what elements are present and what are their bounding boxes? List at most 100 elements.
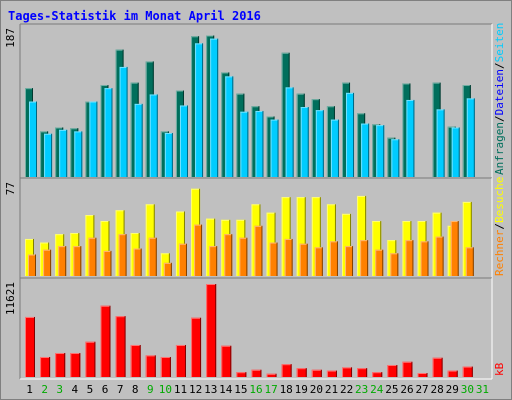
x-tick-day-3: 3 bbox=[56, 383, 63, 396]
bar-besuche-day-23 bbox=[357, 195, 367, 276]
legend-item-seiten: Seiten bbox=[493, 23, 506, 63]
bar-kb-day-19 bbox=[296, 368, 307, 377]
bar-kb-day-22 bbox=[342, 367, 353, 377]
bar-seiten-day-25 bbox=[391, 139, 400, 177]
bar-seiten-day-3 bbox=[59, 129, 68, 177]
bar-seiten-day-9 bbox=[149, 94, 158, 177]
top-panel bbox=[19, 23, 493, 180]
bar-kb-day-13 bbox=[206, 284, 217, 377]
x-tick-day-17: 17 bbox=[264, 383, 277, 396]
x-tick-day-5: 5 bbox=[87, 383, 94, 396]
bar-kb-day-6 bbox=[100, 305, 111, 377]
bottom-ymax-label: 11621 bbox=[4, 282, 17, 315]
x-tick-day-14: 14 bbox=[219, 383, 233, 396]
bar-rechner-day-9 bbox=[148, 237, 157, 276]
bar-rechner-day-15 bbox=[239, 237, 248, 276]
bar-rechner-day-18 bbox=[284, 238, 293, 276]
bar-rechner-day-8 bbox=[133, 248, 142, 276]
bar-seiten-day-7 bbox=[119, 66, 128, 177]
legend-separator: / bbox=[493, 223, 506, 230]
bar-rechner-day-6 bbox=[103, 250, 112, 276]
x-axis-day-labels: 1 2 3 4 5 6 7 8 9 10 11 12 13 14 15 16 17 18 19 20 21 22 23 24 2… bbox=[26, 383, 489, 396]
bar-besuche-day-30 bbox=[462, 201, 472, 276]
bar-kb-day-1 bbox=[25, 316, 35, 377]
x-tick-day-11: 11 bbox=[174, 383, 187, 396]
bar-kb-day-20 bbox=[311, 369, 322, 377]
bar-seiten-day-23 bbox=[361, 123, 370, 177]
bar-rechner-day-14 bbox=[224, 234, 233, 276]
bar-kb-day-15 bbox=[236, 372, 247, 377]
legend-item-besuche: Besuche bbox=[493, 177, 506, 223]
bar-rechner-day-10 bbox=[163, 262, 172, 276]
x-tick-day-13: 13 bbox=[204, 383, 217, 396]
bar-kb-day-30 bbox=[462, 366, 473, 377]
bar-seiten-day-22 bbox=[346, 92, 355, 177]
bar-rechner-day-1 bbox=[28, 254, 36, 276]
bar-rechner-day-29 bbox=[450, 221, 459, 276]
bar-besuche-day-21 bbox=[326, 204, 336, 276]
bar-kb-day-12 bbox=[191, 317, 202, 377]
bar-kb-day-10 bbox=[160, 356, 171, 377]
bar-kb-day-21 bbox=[326, 370, 337, 377]
bar-besuche-day-22 bbox=[342, 213, 352, 276]
bar-kb-day-27 bbox=[417, 372, 428, 377]
bar-rechner-day-20 bbox=[314, 247, 323, 276]
bar-seiten-day-5 bbox=[89, 101, 98, 177]
bar-besuche-day-24 bbox=[372, 221, 382, 276]
bottom-panel bbox=[19, 277, 493, 380]
bar-besuche-day-20 bbox=[311, 197, 321, 276]
bar-kb-day-5 bbox=[85, 341, 96, 377]
bar-rechner-day-5 bbox=[88, 237, 97, 276]
bar-seiten-day-26 bbox=[406, 99, 415, 177]
bar-rechner-day-11 bbox=[178, 243, 187, 276]
x-tick-day-2: 2 bbox=[41, 383, 48, 396]
x-tick-day-24: 24 bbox=[370, 383, 384, 396]
bar-rechner-day-12 bbox=[194, 224, 203, 276]
x-tick-day-9: 9 bbox=[147, 383, 154, 396]
bar-kb-day-9 bbox=[145, 355, 156, 377]
bar-seiten-day-2 bbox=[44, 133, 53, 177]
bar-seiten-day-24 bbox=[376, 125, 385, 177]
x-tick-day-18: 18 bbox=[280, 383, 293, 396]
x-tick-day-6: 6 bbox=[102, 383, 109, 396]
legend-bottom: kB bbox=[493, 362, 506, 376]
y-max-labels: 187 77 11621 bbox=[4, 28, 17, 315]
x-tick-day-25: 25 bbox=[385, 383, 398, 396]
chart-title: Tages-Statistik im Monat April 2016 bbox=[8, 9, 261, 23]
bar-rechner-day-7 bbox=[118, 234, 127, 276]
bar-seiten-day-1 bbox=[29, 101, 37, 177]
x-tick-day-22: 22 bbox=[340, 383, 353, 396]
middle-ymax-label: 77 bbox=[4, 182, 17, 195]
bar-kb-day-24 bbox=[372, 372, 383, 377]
x-tick-day-26: 26 bbox=[400, 383, 413, 396]
x-tick-day-12: 12 bbox=[189, 383, 202, 396]
bar-kb-day-18 bbox=[281, 364, 292, 377]
x-tick-day-10: 10 bbox=[159, 383, 172, 396]
legend-separator: / bbox=[493, 62, 506, 69]
bar-kb-day-28 bbox=[432, 357, 443, 377]
x-tick-day-1: 1 bbox=[26, 383, 33, 396]
bar-rechner-day-21 bbox=[329, 241, 338, 276]
x-tick-day-31: 31 bbox=[476, 383, 489, 396]
bar-rechner-day-19 bbox=[299, 243, 308, 276]
bar-seiten-day-10 bbox=[164, 132, 173, 177]
bar-seiten-day-29 bbox=[451, 127, 460, 177]
legend-item-anfragen: Anfragen bbox=[493, 122, 506, 175]
bar-kb-day-16 bbox=[251, 369, 262, 377]
bar-kb-day-29 bbox=[447, 370, 458, 377]
bar-rechner-day-2 bbox=[43, 249, 52, 276]
bar-rechner-day-17 bbox=[269, 242, 278, 276]
bar-rechner-day-16 bbox=[254, 225, 263, 276]
x-tick-day-15: 15 bbox=[234, 383, 247, 396]
bar-kb-day-7 bbox=[115, 316, 126, 377]
bar-besuche-day-6 bbox=[100, 221, 110, 276]
x-tick-day-8: 8 bbox=[132, 383, 139, 396]
bar-seiten-day-12 bbox=[195, 43, 204, 178]
bar-seiten-day-16 bbox=[255, 110, 264, 177]
x-tick-day-20: 20 bbox=[310, 383, 323, 396]
bar-besuche-day-18 bbox=[281, 197, 291, 276]
bar-seiten-day-28 bbox=[436, 109, 445, 177]
legend-top: Anfragen/Dateien/Seiten bbox=[493, 23, 506, 175]
x-tick-day-29: 29 bbox=[446, 383, 459, 396]
x-tick-day-21: 21 bbox=[325, 383, 338, 396]
